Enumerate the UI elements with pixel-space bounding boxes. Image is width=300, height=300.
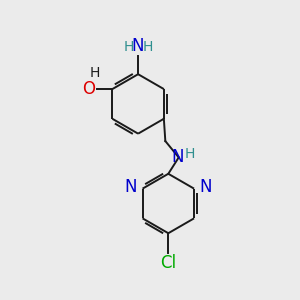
Text: N: N bbox=[132, 37, 144, 55]
Text: N: N bbox=[200, 178, 212, 196]
Text: O: O bbox=[82, 80, 95, 98]
Text: H: H bbox=[123, 40, 134, 54]
Text: H: H bbox=[90, 66, 100, 80]
Text: H: H bbox=[185, 148, 195, 161]
Text: N: N bbox=[171, 148, 184, 166]
Text: N: N bbox=[125, 178, 137, 196]
Text: H: H bbox=[142, 40, 153, 54]
Text: Cl: Cl bbox=[160, 254, 176, 272]
